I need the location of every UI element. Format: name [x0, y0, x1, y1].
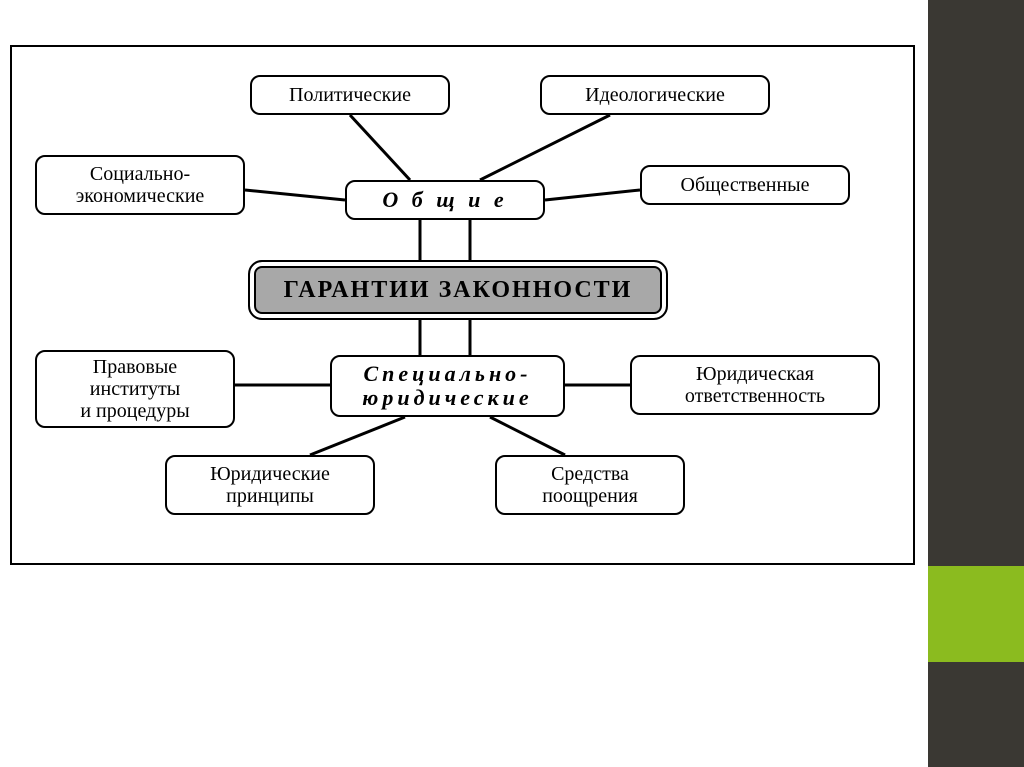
node-social: Социально- экономические: [35, 155, 245, 215]
node-ideological: Идеологические: [540, 75, 770, 115]
node-special: Специально- юридические: [330, 355, 565, 417]
accent-square: [928, 566, 1024, 662]
node-legal_resp: Юридическая ответственность: [630, 355, 880, 415]
node-political: Политические: [250, 75, 450, 115]
node-incentives: Средства поощрения: [495, 455, 685, 515]
node-public: Общественные: [640, 165, 850, 205]
node-general: О б щ и е: [345, 180, 545, 220]
diagram-container: ГАРАНТИИ ЗАКОННОСТИ О б щ и е Специально- …: [10, 45, 915, 565]
node-principles: Юридические принципы: [165, 455, 375, 515]
node-main: ГАРАНТИИ ЗАКОННОСТИ: [248, 260, 668, 320]
node-legal_inst: Правовые институты и процедуры: [35, 350, 235, 428]
